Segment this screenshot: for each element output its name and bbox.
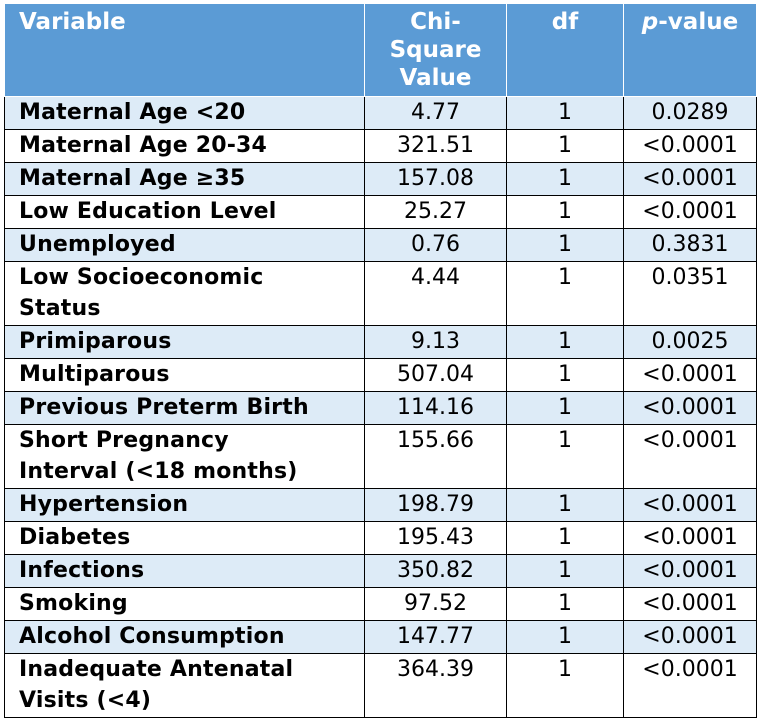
p-value-cell: <0.0001 — [623, 129, 757, 163]
chi-square-cell: 195.43 — [364, 521, 507, 555]
chi-square-cell: 97.52 — [364, 587, 507, 621]
p-value-cell: <0.0001 — [623, 653, 757, 718]
table-row: Maternal Age <20 4.77 1 0.0289 — [4, 96, 757, 130]
df-cell: 1 — [506, 325, 624, 359]
variable-line1: Low Socioeconomic — [19, 265, 264, 290]
table-row: Short Pregnancy Interval (<18 months) 155… — [4, 424, 757, 489]
variable-cell: Maternal Age 20-34 — [4, 129, 365, 163]
variable-line1: Inadequate Antenatal — [19, 657, 294, 682]
variable-cell: Low Socioeconomic Status — [4, 261, 365, 326]
p-value-cell: <0.0001 — [623, 162, 757, 196]
table-row: Alcohol Consumption 147.77 1 <0.0001 — [4, 620, 757, 654]
df-cell: 1 — [506, 195, 624, 229]
p-value-cell: 0.0351 — [623, 261, 757, 326]
df-cell: 1 — [506, 358, 624, 392]
chi-square-cell: 507.04 — [364, 358, 507, 392]
header-chi-square: Chi-Square Value — [364, 4, 507, 97]
chi-square-cell: 0.76 — [364, 228, 507, 262]
df-cell: 1 — [506, 653, 624, 718]
header-chi-square-line2: Value — [399, 65, 472, 91]
chi-square-cell: 114.16 — [364, 391, 507, 425]
df-cell: 1 — [506, 554, 624, 588]
chi-square-cell: 321.51 — [364, 129, 507, 163]
p-value-cell: 0.0289 — [623, 96, 757, 130]
variable-cell: Infections — [4, 554, 365, 588]
chi-square-cell: 4.44 — [364, 261, 507, 326]
df-cell: 1 — [506, 587, 624, 621]
p-value-cell: <0.0001 — [623, 554, 757, 588]
df-cell: 1 — [506, 129, 624, 163]
header-row: Variable Chi-Square Value df p-value — [4, 4, 757, 97]
df-cell: 1 — [506, 261, 624, 326]
header-chi-square-line1: Chi-Square — [389, 9, 482, 63]
variable-cell: Primiparous — [4, 325, 365, 359]
chi-square-cell: 25.27 — [364, 195, 507, 229]
p-value-cell: <0.0001 — [623, 391, 757, 425]
variable-cell: Smoking — [4, 587, 365, 621]
variable-line1: Short Pregnancy — [19, 428, 229, 453]
header-p-italic: p — [641, 9, 659, 35]
df-cell: 1 — [506, 162, 624, 196]
df-cell: 1 — [506, 488, 624, 522]
p-value-cell: <0.0001 — [623, 587, 757, 621]
df-cell: 1 — [506, 228, 624, 262]
chi-square-cell: 9.13 — [364, 325, 507, 359]
table-row: Primiparous 9.13 1 0.0025 — [4, 325, 757, 359]
variable-cell: Short Pregnancy Interval (<18 months) — [4, 424, 365, 489]
header-variable: Variable — [4, 4, 365, 97]
table-row: Hypertension 198.79 1 <0.0001 — [4, 488, 757, 522]
df-cell: 1 — [506, 391, 624, 425]
table-row: Diabetes 195.43 1 <0.0001 — [4, 521, 757, 555]
header-p-value: p-value — [623, 4, 757, 97]
chi-square-cell: 4.77 — [364, 96, 507, 130]
variable-cell: Maternal Age ≥35 — [4, 162, 365, 196]
table-row: Previous Preterm Birth 114.16 1 <0.0001 — [4, 391, 757, 425]
chi-square-cell: 155.66 — [364, 424, 507, 489]
p-value-cell: <0.0001 — [623, 488, 757, 522]
p-value-cell: 0.3831 — [623, 228, 757, 262]
variable-cell: Multiparous — [4, 358, 365, 392]
variable-cell: Unemployed — [4, 228, 365, 262]
df-cell: 1 — [506, 521, 624, 555]
p-value-cell: <0.0001 — [623, 424, 757, 489]
chi-square-cell: 350.82 — [364, 554, 507, 588]
table-row: Unemployed 0.76 1 0.3831 — [4, 228, 757, 262]
p-value-cell: <0.0001 — [623, 620, 757, 654]
chi-square-cell: 364.39 — [364, 653, 507, 718]
table-row: Maternal Age ≥35 157.08 1 <0.0001 — [4, 162, 757, 196]
chi-square-cell: 147.77 — [364, 620, 507, 654]
table-row: Low Socioeconomic Status 4.44 1 0.0351 — [4, 261, 757, 326]
variable-cell: Diabetes — [4, 521, 365, 555]
chi-square-table: Variable Chi-Square Value df p-value Mate… — [4, 4, 757, 718]
df-cell: 1 — [506, 620, 624, 654]
variable-cell: Previous Preterm Birth — [4, 391, 365, 425]
df-cell: 1 — [506, 424, 624, 489]
p-value-cell: <0.0001 — [623, 358, 757, 392]
table-row: Low Education Level 25.27 1 <0.0001 — [4, 195, 757, 229]
variable-cell: Maternal Age <20 — [4, 96, 365, 130]
variable-line2: Interval (<18 months) — [19, 459, 298, 484]
table-row: Multiparous 507.04 1 <0.0001 — [4, 358, 757, 392]
variable-cell: Hypertension — [4, 488, 365, 522]
p-value-cell: 0.0025 — [623, 325, 757, 359]
variable-cell: Inadequate Antenatal Visits (<4) — [4, 653, 365, 718]
header-df: df — [506, 4, 624, 97]
chi-square-cell: 157.08 — [364, 162, 507, 196]
variable-line2: Status — [19, 296, 101, 321]
df-cell: 1 — [506, 96, 624, 130]
table-row: Inadequate Antenatal Visits (<4) 364.39 1… — [4, 653, 757, 718]
table-row: Maternal Age 20-34 321.51 1 <0.0001 — [4, 129, 757, 163]
p-value-cell: <0.0001 — [623, 521, 757, 555]
header-p-rest: -value — [658, 9, 739, 35]
p-value-cell: <0.0001 — [623, 195, 757, 229]
chi-square-cell: 198.79 — [364, 488, 507, 522]
variable-cell: Alcohol Consumption — [4, 620, 365, 654]
table-row: Infections 350.82 1 <0.0001 — [4, 554, 757, 588]
variable-cell: Low Education Level — [4, 195, 365, 229]
table-row: Smoking 97.52 1 <0.0001 — [4, 587, 757, 621]
